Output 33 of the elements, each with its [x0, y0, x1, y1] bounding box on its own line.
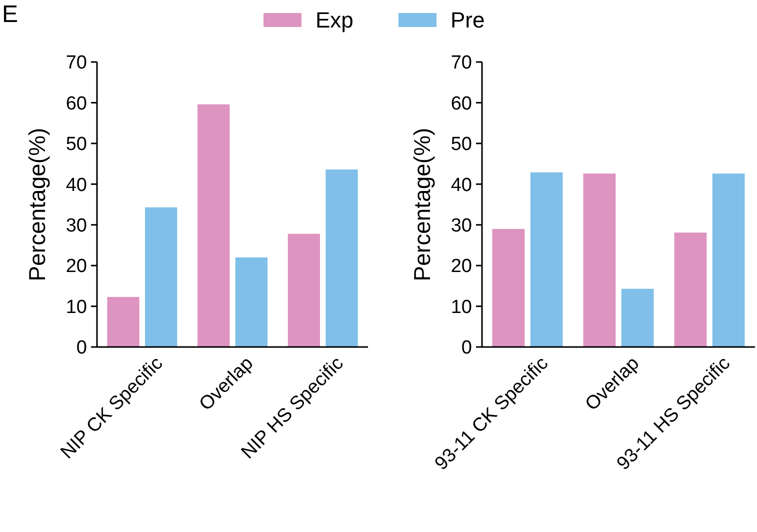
bar	[621, 288, 654, 347]
legend-label: Pre	[450, 8, 485, 33]
y-axis-title: Percentage(%)	[24, 128, 50, 282]
bar	[492, 228, 525, 347]
y-tick-label: 30	[450, 216, 472, 237]
bar	[107, 296, 140, 347]
text: E	[2, 1, 18, 28]
y-tick-label: 30	[66, 216, 87, 237]
bar	[198, 104, 230, 347]
bar	[288, 234, 320, 347]
y-tick-label: 70	[450, 52, 472, 74]
y-tick-label: 60	[66, 93, 87, 114]
y-tick-label: 50	[66, 134, 87, 156]
legend-label: Exp	[316, 8, 354, 33]
y-tick-label: 50	[450, 134, 472, 156]
bar	[583, 174, 616, 347]
bar	[530, 172, 563, 347]
bar	[326, 169, 358, 347]
bar	[712, 174, 745, 347]
bar	[235, 257, 268, 347]
y-tick-label: 10	[450, 296, 472, 318]
y-tick-label: 60	[450, 93, 472, 114]
y-tick-label: 0	[461, 338, 472, 359]
y-tick-label: 10	[66, 296, 87, 318]
y-tick-label: 40	[450, 174, 472, 196]
y-axis-title: Percentage(%)	[409, 128, 435, 282]
y-tick-label: 20	[450, 256, 472, 278]
y-tick-label: 70	[66, 52, 87, 74]
y-tick-label: 40	[66, 174, 87, 196]
bar	[674, 232, 707, 347]
y-tick-label: 0	[76, 338, 87, 359]
y-tick-label: 20	[66, 256, 87, 278]
bar	[145, 207, 178, 347]
